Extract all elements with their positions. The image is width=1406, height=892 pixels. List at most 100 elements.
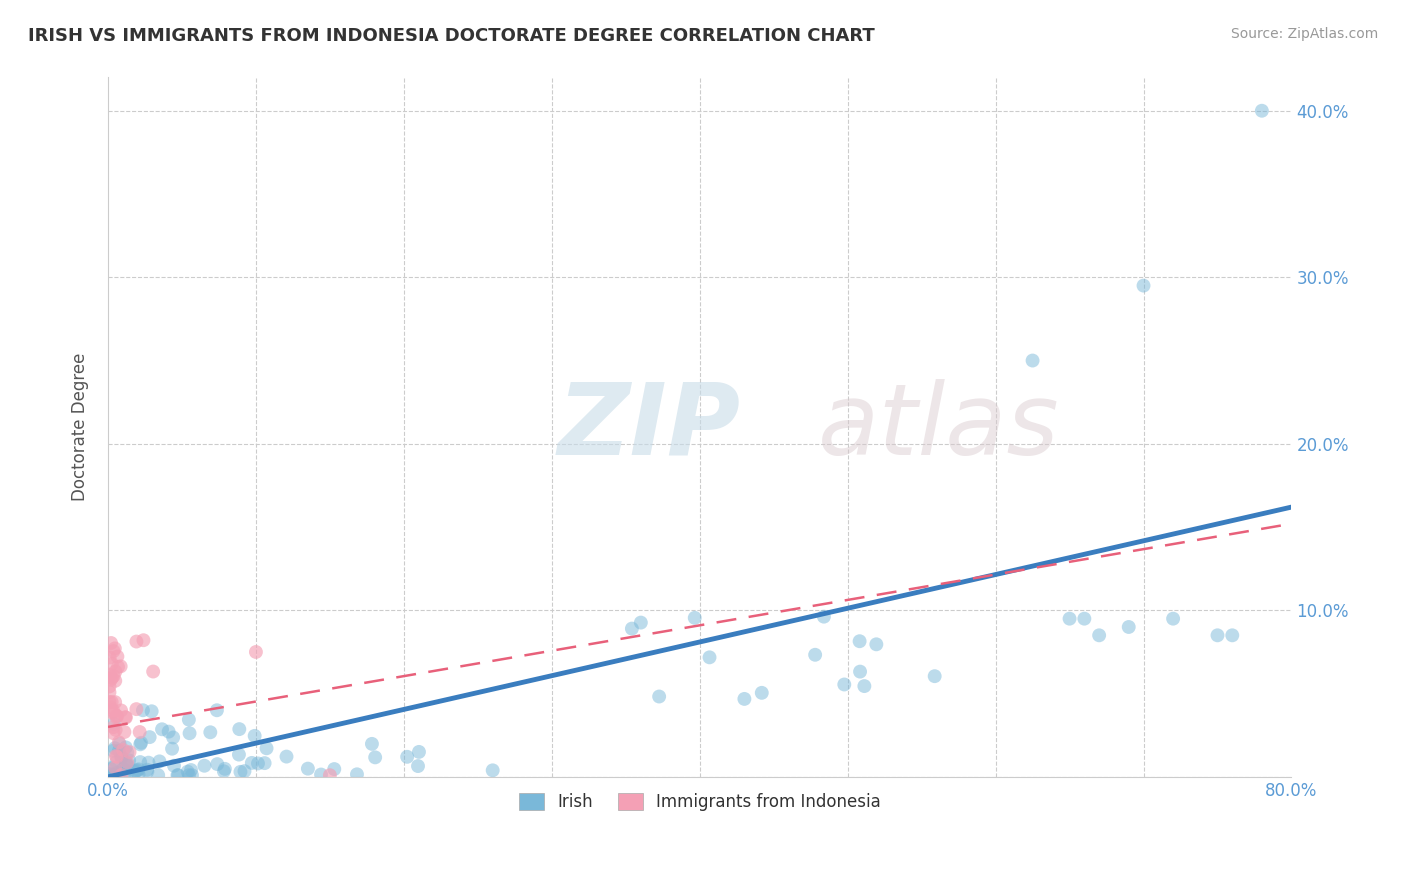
Text: atlas: atlas	[818, 378, 1060, 475]
Point	[114, 740, 136, 755]
Point	[98, 650, 121, 665]
Point	[103, 716, 125, 731]
Point	[132, 703, 155, 717]
Point	[127, 763, 149, 777]
Point	[256, 741, 278, 756]
Point	[103, 726, 125, 740]
Point	[98, 680, 121, 694]
Point	[177, 713, 200, 727]
Text: ZIP: ZIP	[558, 378, 741, 475]
Point	[132, 633, 155, 648]
Point	[163, 758, 186, 772]
Legend: Irish, Immigrants from Indonesia: Irish, Immigrants from Indonesia	[505, 780, 894, 824]
Point	[110, 749, 132, 764]
Text: Source: ZipAtlas.com: Source: ZipAtlas.com	[1230, 27, 1378, 41]
Point	[104, 641, 127, 656]
Point	[408, 745, 430, 759]
Point	[100, 700, 122, 714]
Point	[105, 708, 128, 723]
Point	[98, 767, 121, 781]
Point	[136, 764, 159, 779]
Point	[128, 725, 150, 739]
Point	[101, 706, 124, 720]
Point	[128, 767, 150, 781]
Point	[832, 677, 855, 691]
Point	[117, 759, 139, 773]
Point	[100, 695, 122, 709]
Point	[105, 649, 128, 664]
Point	[167, 768, 190, 782]
Point	[136, 763, 159, 777]
Point	[108, 737, 131, 751]
Point	[112, 762, 135, 776]
Point	[848, 634, 870, 648]
Point	[107, 660, 129, 674]
Point	[361, 737, 384, 751]
Point	[104, 695, 127, 709]
Point	[1220, 628, 1243, 642]
Point	[924, 669, 946, 683]
Point	[245, 645, 267, 659]
Point	[101, 761, 124, 775]
Point	[813, 609, 835, 624]
Point	[699, 650, 721, 665]
Point	[117, 756, 139, 770]
Point	[148, 768, 170, 782]
Point	[118, 753, 141, 767]
Point	[105, 749, 128, 764]
Point	[110, 751, 132, 765]
Point	[162, 731, 184, 745]
Point	[150, 723, 173, 737]
Point	[100, 673, 122, 687]
Point	[648, 690, 671, 704]
Point	[1073, 612, 1095, 626]
Point	[129, 737, 152, 751]
Point	[142, 665, 165, 679]
Point	[100, 636, 122, 650]
Point	[364, 750, 387, 764]
Point	[125, 634, 148, 648]
Point	[141, 704, 163, 718]
Point	[104, 761, 127, 775]
Point	[104, 741, 127, 756]
Point	[110, 703, 132, 717]
Point	[114, 766, 136, 780]
Point	[98, 695, 121, 709]
Point	[115, 710, 138, 724]
Point	[853, 679, 876, 693]
Point	[481, 764, 503, 778]
Point	[630, 615, 652, 630]
Point	[117, 746, 139, 760]
Point	[179, 726, 201, 740]
Point	[129, 755, 152, 769]
Point	[110, 768, 132, 782]
Point	[103, 669, 125, 683]
Point	[115, 756, 138, 770]
Point	[117, 764, 139, 779]
Point	[101, 657, 124, 671]
Point	[276, 749, 298, 764]
Point	[396, 749, 419, 764]
Point	[1161, 612, 1184, 626]
Point	[100, 762, 122, 776]
Point	[751, 686, 773, 700]
Point	[228, 722, 250, 736]
Point	[105, 709, 128, 723]
Point	[105, 765, 128, 780]
Point	[406, 759, 429, 773]
Point	[309, 767, 332, 781]
Point	[98, 667, 121, 681]
Y-axis label: Doctorate Degree: Doctorate Degree	[72, 353, 89, 501]
Point	[157, 724, 180, 739]
Point	[104, 749, 127, 764]
Point	[214, 762, 236, 776]
Point	[110, 659, 132, 673]
Point	[125, 702, 148, 716]
Point	[104, 673, 127, 688]
Point	[1088, 628, 1111, 642]
Point	[128, 762, 150, 776]
Point	[124, 764, 146, 779]
Point	[319, 768, 342, 782]
Point	[166, 768, 188, 782]
Point	[233, 764, 256, 779]
